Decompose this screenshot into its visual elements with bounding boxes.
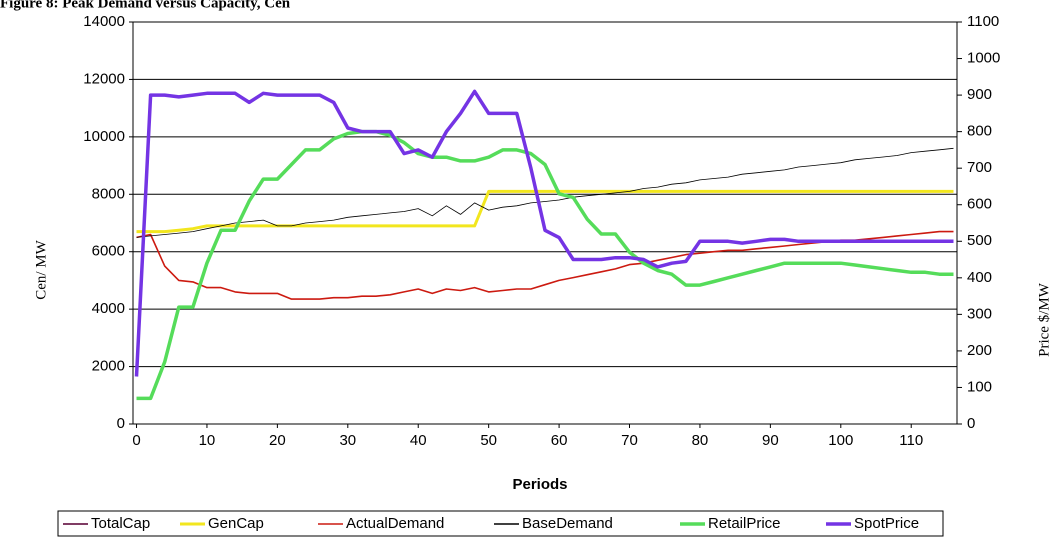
x-tick-label: 70 (621, 432, 638, 449)
legend-label: BaseDemand (522, 515, 613, 532)
series-line (136, 129, 954, 401)
x-tick-label: 100 (828, 432, 853, 449)
legend-label: ActualDemand (346, 515, 444, 532)
legend-label: RetailPrice (708, 515, 781, 532)
y2-tick-label: 100 (967, 378, 992, 395)
y-tick-label: 8000 (92, 185, 125, 202)
y-tick-label: 10000 (83, 128, 125, 145)
y-tick-label: 4000 (92, 300, 125, 317)
series-line (134, 89, 954, 377)
legend-label: SpotPrice (854, 515, 919, 532)
y-tick-label: 14000 (83, 13, 125, 30)
y2-tick-label: 700 (967, 159, 992, 176)
y2-tick-label: 300 (967, 305, 992, 322)
y2-tick-label: 500 (967, 232, 992, 249)
y2-tick-label: 800 (967, 123, 992, 140)
legend-label: TotalCap (91, 515, 150, 532)
x-tick-label: 110 (899, 432, 923, 449)
x-tick-label: 50 (480, 432, 497, 449)
y-tick-label: 6000 (92, 243, 125, 260)
x-tick-label: 10 (199, 432, 216, 449)
y2-tick-label: 1000 (967, 50, 1000, 67)
x-tick-label: 90 (762, 432, 779, 449)
x-axis-label: Periods (512, 476, 567, 493)
legend-label: GenCap (208, 515, 264, 532)
x-tick-label: 20 (269, 432, 286, 449)
y2-tick-label: 900 (967, 86, 992, 103)
series-line (136, 147, 954, 238)
series-line (136, 189, 954, 234)
x-tick-label: 30 (339, 432, 356, 449)
chart-title: Figure 8: Peak Demand versus Capacity, C… (0, 0, 291, 11)
x-tick-label: 80 (692, 432, 709, 449)
x-tick-label: 60 (551, 432, 568, 449)
x-tick-label: 40 (410, 432, 427, 449)
y2-tick-label: 400 (967, 269, 992, 286)
y2-tick-label: 600 (967, 196, 992, 213)
x-tick-label: 0 (132, 432, 140, 449)
y2-tick-label: 1100 (967, 13, 999, 30)
y2-tick-label: 200 (967, 342, 992, 359)
y2-tick-label: 0 (967, 415, 975, 432)
y2-axis-label: Price $/MW (1036, 282, 1052, 357)
y-tick-label: 0 (117, 415, 125, 432)
y-tick-label: 12000 (83, 70, 125, 87)
y-tick-label: 2000 (92, 358, 125, 375)
y-axis-label: Cen/ MW (33, 239, 49, 299)
